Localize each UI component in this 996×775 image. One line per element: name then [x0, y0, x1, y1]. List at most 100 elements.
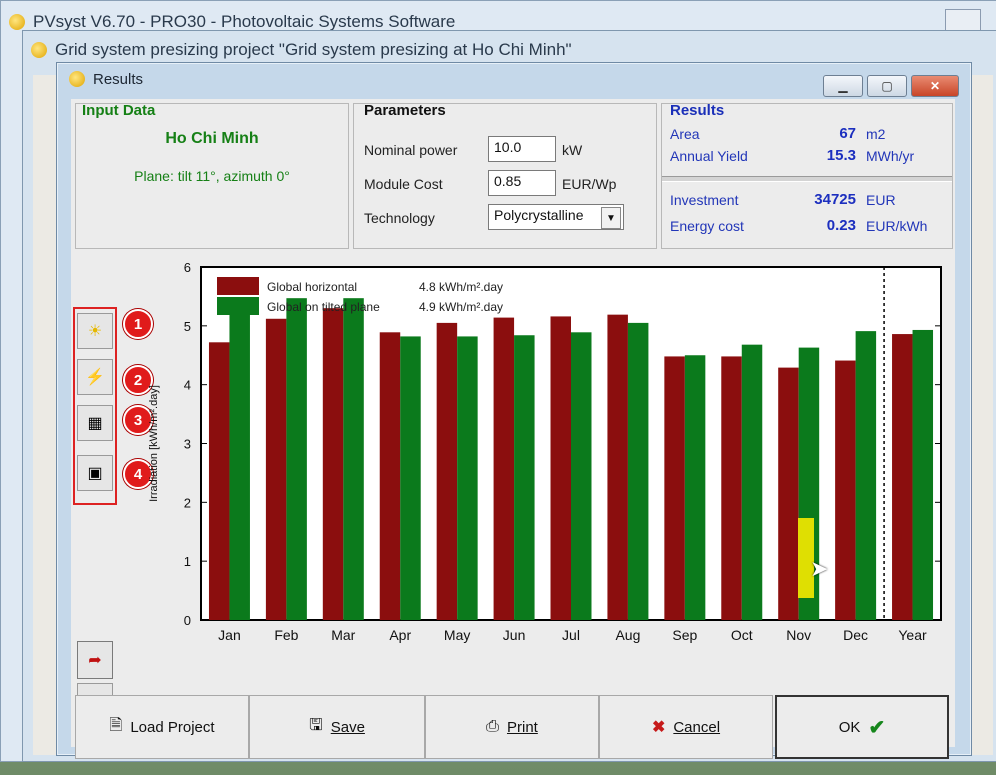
maximize-button[interactable]: ▢	[867, 75, 907, 97]
bar-global-tilted	[400, 336, 421, 620]
parameters-heading: Parameters	[364, 102, 446, 119]
pvsyst-icon	[9, 14, 25, 30]
project-title-text: Grid system presizing project "Grid syst…	[55, 40, 572, 59]
x-tick-label: Jan	[218, 627, 241, 643]
area-value: 67	[839, 125, 856, 142]
bar-global-tilted	[627, 322, 649, 620]
export-icon: ➦	[88, 652, 102, 669]
ok-label: OK	[838, 718, 861, 736]
x-tick-label: Apr	[389, 627, 411, 643]
legend-series-name: Global on tilted plane	[267, 300, 380, 314]
energy-cost-unit: EUR/kWh	[866, 218, 928, 234]
report-icon: ▣	[87, 465, 103, 482]
x-tick-label: Mar	[331, 627, 355, 643]
x-tick-label: May	[444, 627, 470, 643]
y-axis-label: Irradiation [kWh/m².day]	[148, 385, 160, 502]
investment-label: Investment	[670, 192, 739, 208]
x-tick-label: Aug	[615, 627, 640, 643]
bar-global-horizontal	[208, 342, 230, 620]
technology-label: Technology	[364, 210, 435, 226]
energy-cost-label: Energy cost	[670, 218, 744, 234]
chevron-down-icon[interactable]: ▼	[601, 207, 621, 229]
nominal-power-label: Nominal power	[364, 142, 458, 158]
energy-cost-value: 0.23	[826, 217, 856, 234]
x-tick-label: Feb	[274, 627, 298, 643]
y-tick-label: 0	[184, 613, 191, 628]
bar-global-horizontal	[265, 318, 287, 620]
pv-module-icon: ⚡	[85, 369, 105, 386]
bar-global-tilted	[286, 298, 307, 620]
y-tick-label: 4	[184, 378, 191, 393]
bar-global-horizontal	[664, 356, 685, 620]
bar-global-horizontal	[721, 356, 742, 620]
badge-2: 2	[123, 365, 153, 395]
mouse-cursor-icon: ➤	[810, 556, 829, 581]
main-minimize-button[interactable]	[945, 9, 981, 33]
bar-global-tilted	[514, 335, 535, 620]
minimize-button[interactable]: ▁	[823, 75, 863, 97]
main-title-text: PVsyst V6.70 - PRO30 - Photovoltaic Syst…	[33, 12, 456, 31]
x-tick-label: Oct	[731, 627, 753, 643]
investment-unit: EUR	[866, 192, 896, 208]
technology-select[interactable]: Polycrystalline ▼	[488, 204, 624, 230]
bar-global-horizontal	[379, 332, 401, 620]
bar-global-tilted	[741, 344, 763, 620]
print-label: Print	[506, 718, 538, 736]
module-cost-input[interactable]: 0.85	[488, 170, 556, 196]
y-tick-label: 1	[184, 554, 191, 569]
checkmark-icon: ✔	[868, 716, 886, 739]
bar-global-horizontal	[550, 316, 571, 620]
load-file-icon: 🗎	[109, 716, 123, 734]
cursor-highlight	[798, 518, 814, 598]
report-tool-button[interactable]: ▣	[77, 455, 113, 491]
load-project-label: Load Project	[130, 718, 215, 736]
x-tick-label: Year	[898, 627, 927, 643]
results-panel: Results Area 67 m2 Annual Yield 15.3 MWh…	[661, 102, 953, 249]
plane-orientation: Plane: tilt 11°, azimuth 0°	[134, 168, 290, 184]
system-tool-button[interactable]: ⚡	[77, 359, 113, 395]
bar-global-horizontal	[778, 367, 799, 620]
legend-series-value: 4.8 kWh/m².day	[419, 280, 503, 294]
bar-global-horizontal	[436, 322, 458, 620]
save-label: Save	[330, 718, 365, 736]
dialog-titlebar: Results	[57, 63, 971, 95]
bar-global-tilted	[912, 329, 934, 620]
bar-global-tilted	[229, 304, 250, 620]
cancel-label: Cancel	[673, 718, 721, 736]
bar-global-tilted	[571, 332, 592, 620]
nominal-power-unit: kW	[562, 142, 583, 158]
dialog-client: Input Data Ho Chi Minh Plane: tilt 11°, …	[71, 99, 955, 759]
technology-value: Polycrystalline	[494, 207, 584, 223]
module-cost-unit: EUR/Wp	[562, 176, 617, 192]
bar-global-horizontal	[892, 334, 913, 620]
print-button[interactable]: ⎙ Print	[425, 695, 599, 759]
export-button[interactable]: ➦	[77, 641, 113, 679]
table-tool-button[interactable]: ▦	[77, 405, 113, 441]
module-cost-label: Module Cost	[364, 176, 443, 192]
y-tick-label: 2	[184, 495, 191, 510]
load-project-button[interactable]: 🗎 Load Project	[75, 695, 249, 759]
badge-1: 1	[123, 309, 153, 339]
parameters-panel: Parameters Nominal power 10.0 kW Module …	[353, 102, 657, 249]
site-name: Ho Chi Minh	[165, 130, 259, 147]
bar-global-tilted	[343, 298, 364, 620]
bar-global-tilted	[457, 336, 478, 620]
table-icon: ▦	[87, 415, 103, 432]
x-tick-label: Jun	[503, 627, 526, 643]
annual-yield-unit: MWh/yr	[866, 148, 915, 164]
y-tick-label: 5	[184, 319, 191, 334]
legend-series-name: Global horizontal	[267, 280, 357, 294]
results-divider	[662, 176, 952, 182]
cancel-button[interactable]: ✖ Cancel	[599, 695, 773, 759]
annual-yield-label: Annual Yield	[670, 148, 748, 164]
close-button[interactable]: ✕	[911, 75, 959, 97]
cancel-x-icon: ✖	[651, 719, 666, 736]
area-label: Area	[670, 126, 700, 142]
save-button[interactable]: 🖫 Save	[249, 695, 425, 759]
bar-global-horizontal	[322, 308, 344, 620]
nominal-power-input[interactable]: 10.0	[488, 136, 556, 162]
area-unit: m2	[866, 126, 886, 142]
meteo-tool-button[interactable]: ☀	[77, 313, 113, 349]
ok-button[interactable]: OK ✔	[775, 695, 949, 759]
legend-swatch	[217, 297, 259, 315]
